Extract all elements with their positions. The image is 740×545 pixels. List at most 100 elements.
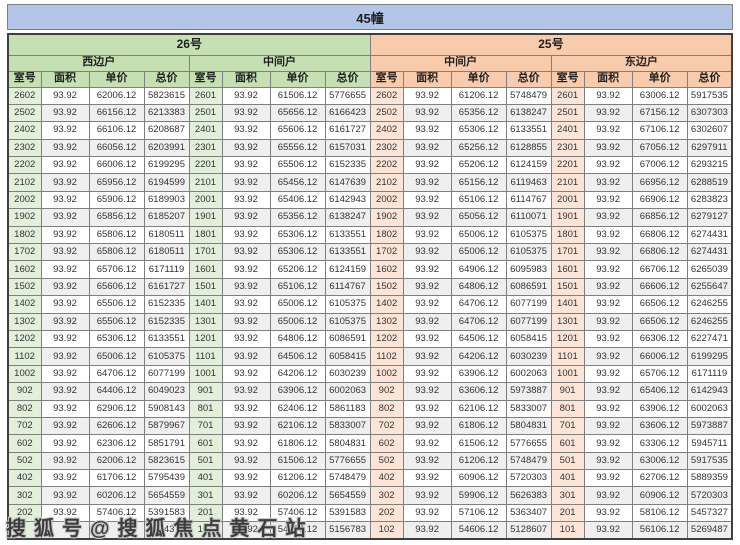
cell-unit-price: 65406.12 (631, 382, 688, 401)
col-header-total-price: 总价 (324, 70, 371, 88)
cell-room: 1401 (188, 295, 223, 314)
cell-room: 1901 (188, 208, 223, 227)
table-row: 1202 93.92 65306.12 6133551 1201 93.92 64806.1… (7, 329, 733, 349)
cell-room: 601 (188, 434, 223, 453)
cell-total-price: 6288519 (686, 173, 733, 192)
cell-total-price: 6077199 (143, 364, 190, 384)
cell-total-price: 6152335 (324, 156, 371, 175)
cell-unit-price: 65356.12 (450, 103, 507, 123)
cell-total-price: 6255647 (686, 277, 733, 297)
cell-room: 1001 (188, 364, 223, 384)
cell-total-price: 6142943 (324, 190, 371, 210)
table-row: 702 93.92 62606.12 5879967 701 93.92 62106.12 5… (7, 416, 733, 436)
cell-area: 93.92 (583, 121, 633, 140)
table-row: 2202 93.92 66006.12 6199295 2201 93.92 65506.1… (7, 156, 733, 175)
cell-area: 93.92 (221, 347, 271, 366)
cell-area: 93.92 (40, 399, 90, 418)
cell-unit-price: 64506.12 (269, 347, 326, 366)
cell-area: 93.92 (40, 295, 90, 314)
cell-unit-price: 65006.12 (88, 347, 145, 366)
cell-room: 402 (369, 469, 404, 488)
cell-total-price: 6227471 (686, 329, 733, 349)
cell-total-price: 6058415 (505, 329, 552, 349)
cell-room (7, 521, 42, 540)
cell-unit-price: 65506.12 (88, 312, 145, 331)
cell-room: 401 (188, 469, 223, 488)
cell-area: 93.92 (40, 329, 90, 349)
cell-unit-price: 65106.12 (450, 190, 507, 210)
cell-unit-price: 65206.12 (269, 260, 326, 279)
cell-room: 702 (7, 416, 42, 436)
cell-total-price: 6302607 (686, 121, 733, 140)
cell-total-price: 5748479 (505, 451, 552, 471)
cell-area: 93.92 (40, 312, 90, 331)
cell-total-price: 6002063 (324, 382, 371, 401)
cell-area: 93.92 (40, 260, 90, 279)
cell-room: 1601 (188, 260, 223, 279)
cell-room: 1202 (7, 329, 42, 349)
cell-total-price: 6283823 (686, 190, 733, 210)
cell-total-price: 6297911 (686, 138, 733, 158)
cell-total-price: 6152335 (143, 295, 190, 314)
cell-total-price: 6114767 (324, 277, 371, 297)
cell-total-price: 5833007 (324, 416, 371, 436)
cell-area: 93.92 (40, 347, 90, 366)
cell-unit-price: 65906.12 (88, 190, 145, 210)
cell-area: 93.92 (40, 434, 90, 453)
cell-room: 2101 (188, 173, 223, 192)
table-row: 1802 93.92 65806.12 6180511 1801 93.92 65306.1… (7, 225, 733, 245)
cell-total-price: 5917535 (686, 86, 733, 105)
cell-area: 93.92 (583, 364, 633, 384)
cell-total-price: 6133551 (324, 225, 371, 245)
cell-room: 2001 (550, 190, 585, 210)
cell-room: 1201 (550, 329, 585, 349)
unit-header-west: 西边户 (7, 54, 190, 72)
cell-total-price: 6086591 (324, 329, 371, 349)
cell-unit-price: 66806.12 (631, 225, 688, 245)
cell-unit-price: 65956.12 (88, 173, 145, 192)
cell-area: 93.92 (221, 86, 271, 105)
cell-total-price: 6133551 (505, 121, 552, 140)
cell-area: 93.92 (402, 173, 452, 192)
cell-unit-price: 64206.12 (269, 364, 326, 384)
cell-total-price: 5776655 (324, 451, 371, 471)
col-header-unit-price: 单价 (631, 70, 688, 88)
cell-area: 93.92 (221, 399, 271, 418)
cell-unit-price: 65856.12 (88, 208, 145, 227)
cell-room: 502 (369, 451, 404, 471)
cell-unit-price: 62106.12 (450, 399, 507, 418)
cell-unit-price: 63906.12 (269, 382, 326, 401)
cell-room: 2202 (7, 156, 42, 175)
cell-room: 2201 (550, 156, 585, 175)
cell-room: 1501 (550, 277, 585, 297)
cell-unit-price: 61206.12 (450, 451, 507, 471)
cell-room: 1802 (369, 225, 404, 245)
cell-unit-price: 62406.12 (269, 399, 326, 418)
cell-area: 93.92 (221, 138, 271, 158)
table-row: 1102 93.92 65006.12 6105375 1101 93.92 64506.1… (7, 347, 733, 366)
cell-unit-price: 65306.12 (450, 121, 507, 140)
cell-total-price: 5776655 (505, 434, 552, 453)
sohu-watermark: 搜狐号@搜狐焦点黄石站 (6, 518, 314, 540)
cell-unit-price: 64806.12 (269, 329, 326, 349)
cell-area: 93.92 (221, 260, 271, 279)
cell-unit-price: 62906.12 (88, 399, 145, 418)
cell-room: 1002 (369, 364, 404, 384)
cell-room: 1502 (369, 277, 404, 297)
cell-total-price: 5363407 (505, 503, 552, 523)
cell-area: 93.92 (40, 138, 90, 158)
cell-room: 702 (369, 416, 404, 436)
cell-total-price: 6213383 (143, 103, 190, 123)
cell-room: 1601 (550, 260, 585, 279)
cell-room: 2001 (188, 190, 223, 210)
cell-unit-price: 64706.12 (450, 295, 507, 314)
cell-room: 1801 (550, 225, 585, 245)
building-title: 45幢 (7, 4, 733, 30)
cell-unit-price: 65606.12 (88, 277, 145, 297)
cell-unit-price: 65306.12 (269, 243, 326, 262)
table-row: 2102 93.92 65956.12 6194599 2101 93.92 65456.1… (7, 173, 733, 192)
cell-room: 201 (550, 503, 585, 523)
cell-area: 93.92 (221, 156, 271, 175)
cell-total-price: 6105375 (505, 225, 552, 245)
cell-total-price: 6180511 (143, 243, 190, 262)
